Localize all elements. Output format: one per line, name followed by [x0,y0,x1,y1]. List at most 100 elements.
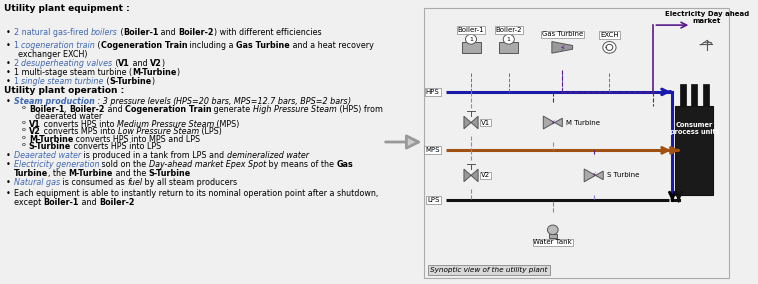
Text: Low Pressure Steam: Low Pressure Steam [117,127,199,136]
Text: 2: 2 [14,59,21,68]
Text: Cogeneration Train: Cogeneration Train [101,41,187,50]
Text: Utility plant equipment :: Utility plant equipment : [4,4,130,13]
Text: o: o [22,135,26,140]
Text: converts HPS into LPS: converts HPS into LPS [71,142,161,151]
Text: Turbine: Turbine [14,169,48,178]
Text: Steam production: Steam production [14,97,95,106]
Text: Day-ahead market Epex Spot: Day-ahead market Epex Spot [149,160,266,170]
Text: 1: 1 [14,41,21,50]
Text: Boiler-1: Boiler-1 [123,28,158,37]
Text: Cogeneration Train: Cogeneration Train [124,105,211,114]
FancyBboxPatch shape [680,83,686,106]
Text: V1: V1 [29,120,40,129]
Text: , the: , the [48,169,68,178]
Polygon shape [555,118,562,127]
Text: Boiler-2: Boiler-2 [69,105,105,114]
Text: •: • [6,189,11,199]
Text: Boiler-1: Boiler-1 [29,105,64,114]
Text: converts HPS into: converts HPS into [40,120,117,129]
Text: •: • [6,178,11,187]
Text: Medium Pressure Steam: Medium Pressure Steam [117,120,214,129]
Text: V2: V2 [29,127,41,136]
Text: HPS: HPS [426,89,440,95]
Text: M-Turbine: M-Turbine [132,68,176,77]
Text: cogeneration train: cogeneration train [21,41,96,50]
Text: V2: V2 [150,59,161,68]
Text: deaerated water: deaerated water [36,112,103,122]
Text: ): ) [176,68,180,77]
Text: including a: including a [187,41,236,50]
Text: High Pressure Steam: High Pressure Steam [253,105,337,114]
Circle shape [503,34,515,44]
Text: Natural gas: Natural gas [14,178,60,187]
Polygon shape [543,116,555,129]
Text: MPS: MPS [425,147,440,153]
Text: Gas Turbine: Gas Turbine [236,41,290,50]
Text: ): ) [152,77,155,86]
Text: Boiler-2: Boiler-2 [496,27,522,33]
Text: S-Turbine: S-Turbine [109,77,152,86]
FancyBboxPatch shape [500,42,518,53]
Text: 2 natural gas-fired: 2 natural gas-fired [14,28,91,37]
Text: except: except [14,198,43,207]
Text: Boiler-2: Boiler-2 [179,28,214,37]
Text: (: ( [96,41,101,50]
Text: ): ) [348,97,351,106]
Text: S-Turbine: S-Turbine [29,142,71,151]
Text: and: and [105,105,124,114]
Text: (MPS): (MPS) [214,120,239,129]
Text: •: • [6,68,11,77]
Polygon shape [464,116,478,129]
Text: •: • [6,97,11,106]
Text: (LPS): (LPS) [199,127,221,136]
Text: V1: V1 [118,59,130,68]
Text: Synoptic view of the utility plant: Synoptic view of the utility plant [430,267,547,273]
Text: exchanger EXCH): exchanger EXCH) [17,50,87,59]
Text: V2: V2 [481,172,490,178]
Text: and the: and the [113,169,149,178]
Text: •: • [6,151,11,160]
Text: by all steam producers: by all steam producers [143,178,237,187]
Text: and: and [79,198,99,207]
Polygon shape [552,41,572,53]
Text: : 3 pressure levels (: : 3 pressure levels ( [95,97,176,106]
Polygon shape [596,171,603,180]
Text: converts MPS into: converts MPS into [41,127,117,136]
Text: ): ) [161,59,165,68]
Text: (: ( [117,28,123,37]
Text: 1 multi-stage steam turbine (: 1 multi-stage steam turbine ( [14,68,132,77]
FancyBboxPatch shape [691,83,697,106]
Text: is consumed as: is consumed as [60,178,127,187]
Circle shape [603,41,616,53]
Text: •: • [6,28,11,37]
Text: M Turbine: M Turbine [565,120,600,126]
FancyBboxPatch shape [462,42,481,53]
Text: (: ( [104,77,109,86]
Text: Gas Turbine: Gas Turbine [542,32,583,37]
Text: Boiler-2: Boiler-2 [99,198,135,207]
FancyBboxPatch shape [703,83,709,106]
Text: Boiler-1: Boiler-1 [458,27,484,33]
Text: fuel: fuel [127,178,143,187]
FancyBboxPatch shape [549,233,557,238]
Text: Gas: Gas [337,160,353,170]
Text: (HPS) from: (HPS) from [337,105,383,114]
Text: o: o [22,127,26,132]
Text: boilers: boilers [91,28,117,37]
Polygon shape [464,169,478,182]
Text: Boiler-1: Boiler-1 [43,198,79,207]
Circle shape [547,225,558,235]
Text: •: • [6,41,11,50]
Text: S-Turbine: S-Turbine [149,169,191,178]
Text: ) with different efficiencies: ) with different efficiencies [214,28,321,37]
Text: 1: 1 [469,37,473,42]
Text: and: and [130,59,150,68]
Circle shape [465,34,477,44]
Text: ,: , [64,105,69,114]
Text: converts HPS into MPS and LPS: converts HPS into MPS and LPS [74,135,200,144]
Text: desuperheating valves: desuperheating valves [21,59,112,68]
Text: o: o [22,142,26,147]
Text: single steam turbine: single steam turbine [21,77,104,86]
Text: 1: 1 [507,37,511,42]
Text: M-Turbine: M-Turbine [68,169,113,178]
